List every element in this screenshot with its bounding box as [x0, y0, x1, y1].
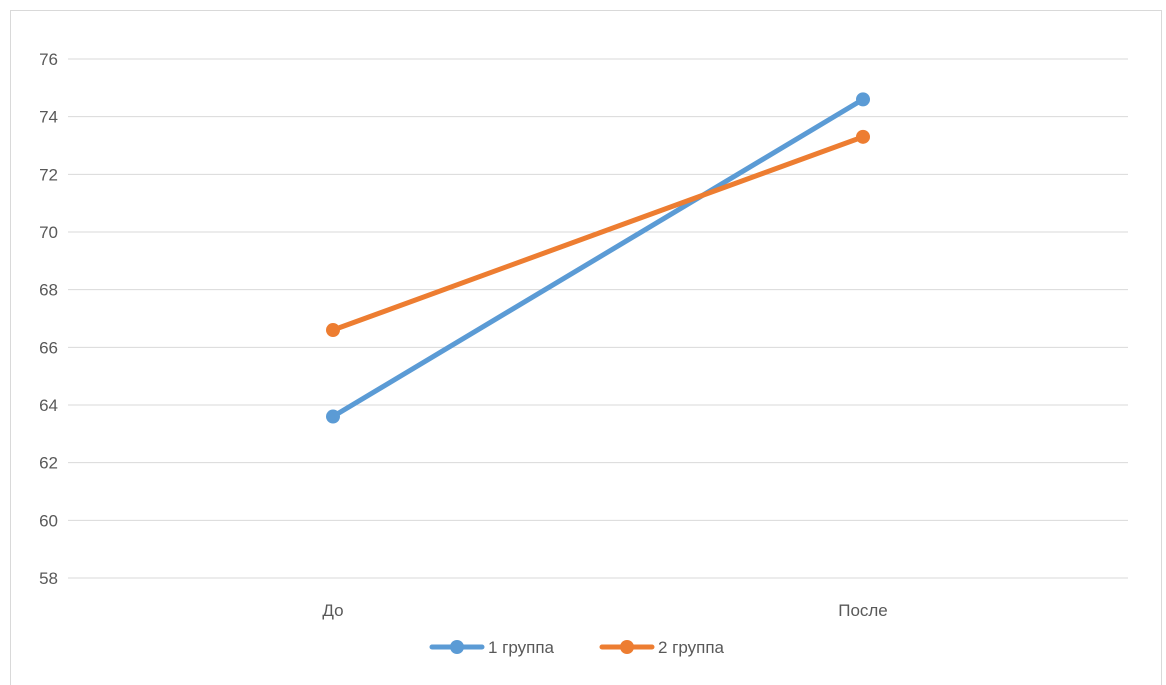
data-point [326, 409, 340, 424]
y-tick-label: 64 [39, 396, 58, 415]
legend-swatch-marker [450, 640, 464, 654]
series-line-2 [330, 134, 866, 333]
legend-item-1: 1 группа [429, 638, 555, 657]
y-tick-label: 60 [39, 511, 58, 530]
x-tick-label: После [838, 601, 888, 620]
legend-item-2: 2 группа [599, 638, 725, 657]
data-point [856, 129, 870, 144]
data-point [856, 92, 870, 107]
x-axis-tick-labels: До После [322, 601, 887, 620]
y-tick-label: 62 [39, 454, 58, 473]
y-tick-label: 74 [39, 108, 58, 127]
x-tick-label: До [322, 601, 343, 620]
gridlines [68, 58, 1128, 579]
legend-swatch-marker [620, 640, 634, 654]
y-tick-label: 58 [39, 569, 58, 588]
y-tick-label: 68 [39, 281, 58, 300]
y-tick-label: 76 [39, 50, 58, 69]
legend-label: 2 группа [658, 638, 725, 657]
y-tick-label: 72 [39, 165, 58, 184]
legend: 1 группа 2 группа [429, 638, 725, 657]
y-tick-label: 70 [39, 223, 58, 242]
series-group [326, 92, 870, 424]
legend-label: 1 группа [488, 638, 555, 657]
series-line-1 [330, 96, 866, 420]
y-axis-tick-labels: 58 60 62 64 66 68 70 72 74 76 [39, 50, 58, 588]
chart-frame [10, 10, 1162, 685]
y-tick-label: 66 [39, 338, 58, 357]
data-point [326, 323, 340, 338]
